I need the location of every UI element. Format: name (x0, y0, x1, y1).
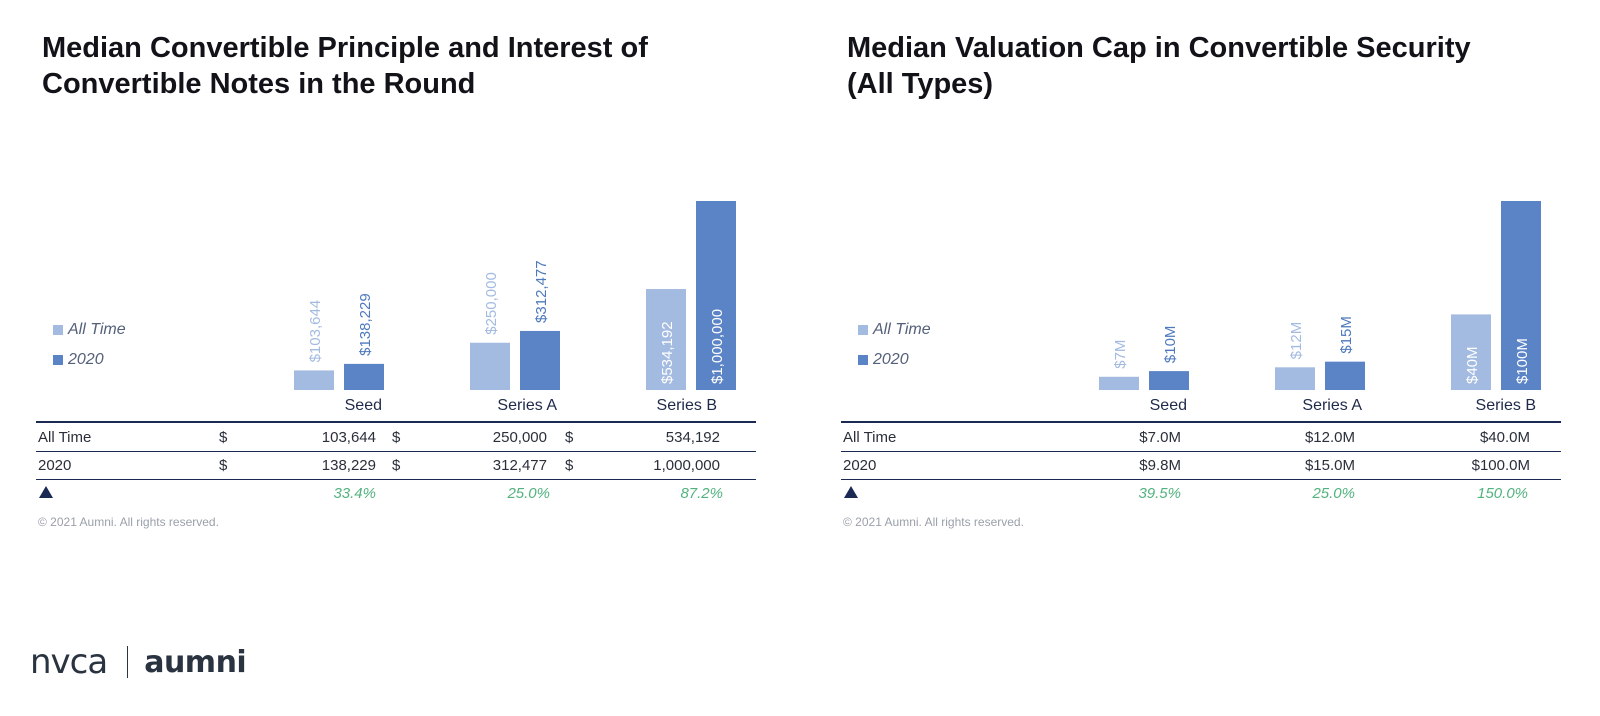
table-change-seed: 39.5% (1138, 485, 1181, 502)
table-cell-value: 138,229 (321, 457, 376, 474)
change-triangle-icon (844, 486, 858, 498)
table-change-series-b: 87.2% (680, 485, 723, 502)
legend-item-all-time: All Time (53, 315, 126, 345)
data-label: $15M (1338, 316, 1355, 354)
footer-logos: nvca aumni (30, 640, 247, 684)
bar-2020-seed (1149, 371, 1189, 390)
bar-all-time-series-b (1451, 314, 1491, 390)
table-row-label-2020: 2020 (38, 457, 72, 474)
chart-title-line-1: Median Valuation Cap in Convertible Secu… (847, 32, 1471, 64)
chart-legend: All Time 2020 (858, 315, 931, 375)
table-row-label-all-time: All Time (38, 429, 92, 446)
data-label: $7M (1112, 340, 1129, 369)
bar-all-time-seed (1099, 376, 1139, 390)
category-label-seed: Seed (1149, 397, 1187, 414)
copyright-text: © 2021 Aumni. All rights reserved. (843, 515, 1024, 529)
legend-label-2020: 2020 (873, 351, 909, 368)
bar-2020-series-a (520, 330, 560, 390)
data-label: $1,000,000 (709, 309, 726, 384)
table-cell-currency: $ (392, 457, 401, 474)
legend-item-all-time: All Time (858, 315, 931, 345)
table-cell-value: 1,000,000 (653, 457, 720, 474)
bar-chart-valuation-cap: $7M $12M $40M $10M $15M $100M (1099, 201, 1541, 390)
table-change-seed: 33.4% (333, 485, 376, 502)
chart-panel-convertible-notes: Median Convertible Principle and Interes… (0, 0, 760, 560)
data-label: $534,192 (659, 321, 676, 384)
bar-all-time-seed (294, 370, 334, 390)
table-cell-currency: $ (392, 429, 401, 446)
chart-title-line-2: (All Types) (847, 68, 994, 100)
legend-swatch-all-time (53, 325, 63, 335)
category-label-series-a: Series A (497, 397, 557, 414)
bar-all-time-series-a (1275, 367, 1315, 390)
table-cell-currency: $ (565, 457, 574, 474)
category-label-series-b: Series B (1475, 397, 1536, 414)
table-row-label-all-time: All Time (843, 429, 897, 446)
chart-title: Median Valuation Cap in Convertible Secu… (847, 30, 1547, 102)
category-label-series-b: Series B (656, 397, 717, 414)
table-cell-value: 534,192 (665, 429, 720, 446)
bar-2020-series-b (1501, 201, 1541, 390)
table-cell-value: 312,477 (492, 457, 547, 474)
data-label: $10M (1162, 326, 1179, 364)
data-label: $103,644 (307, 300, 324, 363)
bar-all-time-series-a (470, 342, 510, 390)
bar-chart-convertible-notes: $103,644 $250,000 $534,192 $138,229 $312,477… (294, 201, 736, 390)
table-cell-value: $7.0M (1139, 429, 1181, 446)
chart-title: Median Convertible Principle and Interes… (42, 30, 742, 102)
nvca-logo: nvca (30, 642, 108, 682)
data-label: $250,000 (483, 272, 500, 335)
data-label: $40M (1464, 346, 1481, 384)
bar-2020-seed (344, 363, 384, 390)
legend-item-2020: 2020 (858, 345, 931, 375)
table-cell-value: $15.0M (1304, 457, 1355, 474)
data-label: $138,229 (357, 293, 374, 356)
legend-label-all-time: All Time (873, 321, 931, 338)
table-row-divider (36, 479, 756, 480)
table-cell-value: $9.8M (1139, 457, 1181, 474)
table-row-divider (841, 451, 1561, 452)
logo-divider (127, 646, 129, 678)
table-row-divider (36, 451, 756, 452)
table-cell-value: $12.0M (1304, 429, 1355, 446)
table-cell-value: 250,000 (492, 429, 547, 446)
legend-item-2020: 2020 (53, 345, 126, 375)
table-cell-value: $100.0M (1471, 457, 1530, 474)
table-cell-currency: $ (219, 457, 228, 474)
chart-legend: All Time 2020 (53, 315, 126, 375)
legend-swatch-2020 (53, 355, 63, 365)
table-change-series-a: 25.0% (1312, 485, 1355, 502)
chart-title-line-2: Convertible Notes in the Round (42, 68, 476, 100)
category-label-seed: Seed (344, 397, 382, 414)
bar-all-time-series-b (646, 289, 686, 390)
legend-label-all-time: All Time (68, 321, 126, 338)
data-label: $312,477 (533, 260, 550, 323)
table-cell-value: 103,644 (321, 429, 376, 446)
chart-title-line-1: Median Convertible Principle and Interes… (42, 32, 648, 64)
table-change-series-b: 150.0% (1477, 485, 1528, 502)
bar-2020-series-b (696, 201, 736, 390)
table-cell-currency: $ (565, 429, 574, 446)
table-cell-value: $40.0M (1479, 429, 1530, 446)
table-header-rule (36, 421, 756, 423)
table-row-label-2020: 2020 (843, 457, 877, 474)
table-cell-currency: $ (219, 429, 228, 446)
aumni-logo: aumni (144, 644, 247, 680)
table-header-rule (841, 421, 1561, 423)
legend-swatch-2020 (858, 355, 868, 365)
change-triangle-icon (39, 486, 53, 498)
legend-swatch-all-time (858, 325, 868, 335)
copyright-text: © 2021 Aumni. All rights reserved. (38, 515, 219, 529)
category-label-series-a: Series A (1302, 397, 1362, 414)
legend-label-2020: 2020 (68, 351, 104, 368)
table-change-series-a: 25.0% (507, 485, 550, 502)
bar-2020-series-a (1325, 361, 1365, 390)
data-label: $12M (1288, 322, 1305, 360)
table-row-divider (841, 479, 1561, 480)
chart-panel-valuation-cap: Median Valuation Cap in Convertible Secu… (805, 0, 1565, 560)
data-label: $100M (1514, 338, 1531, 384)
